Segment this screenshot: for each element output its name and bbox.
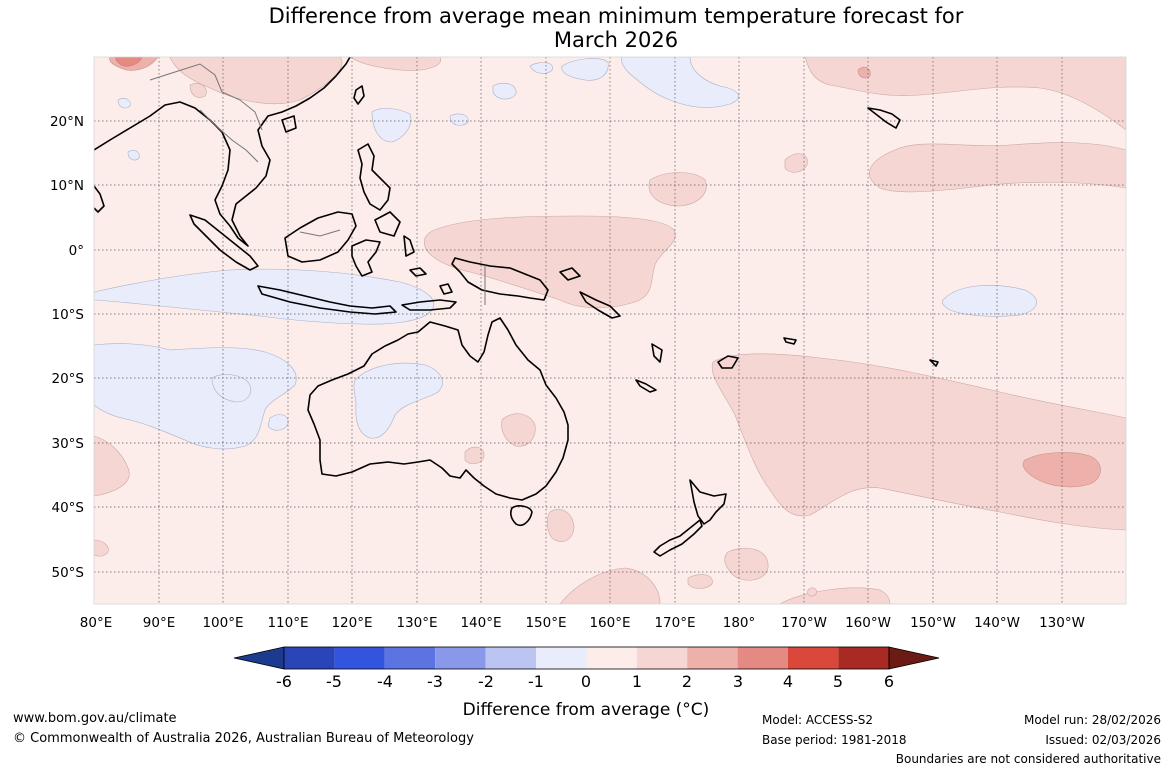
lon-label: 170°E: [654, 615, 695, 631]
lon-label: 80°E: [80, 615, 112, 631]
colorbar-extend-low: [233, 646, 285, 670]
colorbar-tick: -3: [427, 672, 443, 691]
colorbar-tick: -6: [276, 672, 292, 691]
colorbar-tick: -2: [478, 672, 494, 691]
colorbar-segment: [485, 647, 536, 669]
base-period-text: Base period: 1981-2018: [762, 733, 907, 747]
sumatra-coast: [189, 214, 259, 271]
graticule: [94, 57, 1126, 604]
lat-label: 50°S: [52, 565, 85, 581]
colorbar-segment: [435, 647, 486, 669]
colorbar-segment: [536, 647, 587, 669]
lon-label: 140°W: [974, 615, 1020, 631]
lon-label: 130°E: [396, 615, 437, 631]
colorbar-segment: [737, 647, 788, 669]
lon-label: 100°E: [202, 615, 243, 631]
colorbar-tick: 4: [783, 672, 793, 691]
website-text: www.bom.gov.au/climate: [13, 711, 177, 726]
colorbar-tick-labels: -6 -5 -4 -3 -2 -1 0 1 2 3 4 5 6: [276, 672, 894, 691]
country-boundaries: [149, 63, 486, 305]
lon-label: 150°E: [525, 615, 566, 631]
lon-label: 120°E: [331, 615, 372, 631]
colorbar-outline: [283, 646, 890, 670]
colorbar-segment: [636, 647, 688, 669]
lon-label: 160°W: [845, 615, 891, 631]
model-run-text: Model run: 28/02/2026: [1023, 713, 1161, 727]
lon-label: 90°E: [143, 615, 175, 631]
colorbar-segment: [284, 647, 335, 669]
colorbar-tick: -5: [326, 672, 342, 691]
new-zealand-coast: [689, 479, 727, 525]
colorbar-tick: 0: [581, 672, 591, 691]
title-line-1: Difference from average mean minimum tem…: [268, 4, 964, 28]
lon-label: 150°W: [910, 615, 956, 631]
colorbar-extend-high: [888, 646, 940, 670]
lon-label: 160°E: [589, 615, 630, 631]
colorbar-tick: -1: [528, 672, 544, 691]
model-text: Model: ACCESS-S2: [762, 713, 874, 727]
colorbar-tick: 5: [833, 672, 843, 691]
latitude-labels: 20°N 10°N 0° 10°S 20°S 30°S 40°S 50°S: [50, 114, 84, 581]
colorbar-tick: -4: [377, 672, 393, 691]
lat-label: 40°S: [52, 500, 85, 516]
borneo-coast: [284, 211, 357, 263]
colorbar-tick: 1: [632, 672, 642, 691]
coastlines: [94, 57, 939, 557]
disclaimer-text: Boundaries are not considered authoritat…: [895, 752, 1161, 766]
colorbar-segment: [384, 647, 436, 669]
lon-label: 180°: [723, 615, 756, 631]
colorbar-tick: 3: [733, 672, 743, 691]
lat-label: 20°S: [52, 371, 85, 387]
warm-anomaly-areas: [94, 57, 1126, 604]
lon-label: 110°E: [267, 615, 308, 631]
issued-text: Issued: 02/03/2026: [1045, 733, 1161, 747]
australia-coast: [307, 317, 569, 501]
title-line-2: March 2026: [553, 28, 679, 52]
new-guinea-coast: [451, 257, 549, 301]
lon-label: 170°W: [781, 615, 827, 631]
lat-label: 10°S: [52, 307, 85, 323]
colorbar-label: Difference from average (°C): [463, 700, 710, 720]
cool-anomaly-areas: [94, 57, 1037, 450]
chart-title: Difference from average mean minimum tem…: [0, 4, 1173, 52]
colorbar: -6 -5 -4 -3 -2 -1 0 1 2 3 4 5 6 Differen…: [233, 646, 940, 720]
colorbar-segment: [586, 647, 637, 669]
colorbar-tick: 2: [682, 672, 692, 691]
colorbar-segment: [788, 647, 839, 669]
asia-mainland-coast: [94, 57, 351, 247]
lat-label: 20°N: [50, 114, 84, 130]
lon-label: 130°W: [1039, 615, 1085, 631]
colorbar-segment: [334, 647, 385, 669]
lon-label: 140°E: [460, 615, 501, 631]
map-field: [94, 57, 1126, 604]
lat-label: 30°S: [52, 436, 85, 452]
copyright-text: © Commonwealth of Australia 2026, Austra…: [13, 731, 474, 746]
map-frame: [93, 56, 1127, 605]
lat-label: 10°N: [50, 178, 84, 194]
longitude-labels: 80°E 90°E 100°E 110°E 120°E 130°E 140°E …: [80, 615, 1085, 631]
colorbar-segment: [838, 647, 889, 669]
colorbar-segment: [687, 647, 738, 669]
hot-spot-area: [115, 57, 143, 67]
lat-label: 0°: [69, 243, 84, 259]
colorbar-tick: 6: [884, 672, 894, 691]
